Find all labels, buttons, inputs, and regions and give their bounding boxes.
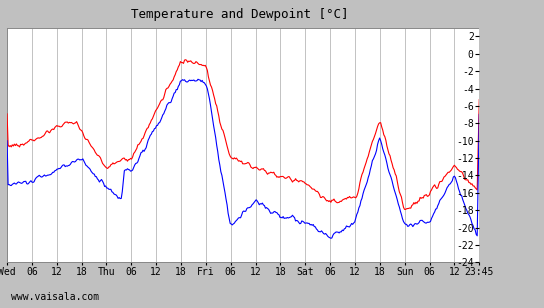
Text: Temperature and Dewpoint [°C]: Temperature and Dewpoint [°C] xyxy=(131,8,348,21)
Text: www.vaisala.com: www.vaisala.com xyxy=(11,292,99,302)
